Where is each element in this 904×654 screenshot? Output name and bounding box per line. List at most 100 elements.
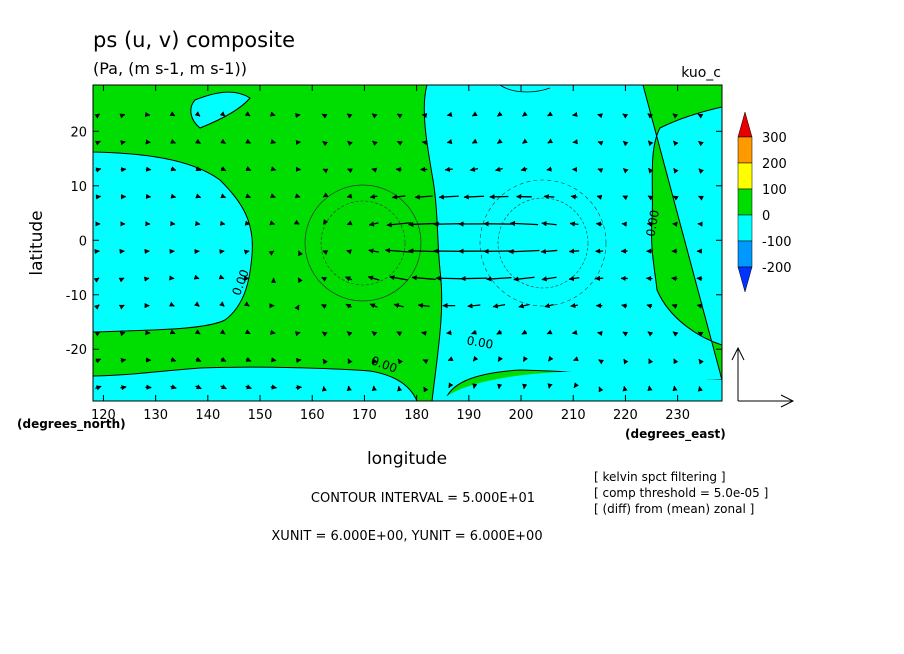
wind-vector	[421, 112, 428, 119]
wind-vector	[672, 331, 679, 337]
chart-subtitle: (Pa, (m s-1, m s-1))	[93, 59, 247, 78]
wind-vector	[368, 248, 380, 254]
wind-vector	[322, 358, 328, 365]
wind-vector	[622, 331, 629, 337]
wind-vector	[322, 168, 329, 174]
wind-vector	[269, 220, 276, 226]
wind-vector	[522, 138, 528, 144]
wind-vector	[597, 113, 603, 119]
wind-vector	[395, 167, 402, 173]
case-label: kuo_c	[681, 65, 721, 81]
x-tick-label: 220	[613, 408, 638, 423]
wind-vector	[345, 276, 353, 282]
wind-vector	[647, 140, 654, 147]
colorbar-label: 200	[762, 157, 787, 172]
wind-vector	[244, 111, 251, 117]
colorbar-label: 100	[762, 183, 787, 198]
wind-vector	[321, 113, 328, 119]
plot-frame	[92, 84, 723, 402]
wind-vector	[597, 140, 604, 146]
wind-vector	[622, 168, 629, 174]
wind-vector	[397, 358, 404, 365]
chart-title: ps (u, v) composite	[93, 28, 295, 52]
colorbar-label: -100	[762, 235, 792, 250]
wind-vector	[293, 219, 300, 225]
wind-vector	[347, 168, 353, 174]
wind-vector	[540, 248, 558, 255]
wind-vector	[596, 194, 603, 200]
high-contour-inner	[497, 197, 589, 289]
negative-patch-north	[499, 85, 551, 93]
wind-vector	[95, 385, 102, 391]
wind-vector	[245, 384, 252, 390]
wind-vector	[546, 166, 552, 172]
wind-vector	[647, 195, 654, 201]
wind-vector	[371, 330, 378, 337]
wind-vector	[396, 331, 403, 337]
wind-vector	[460, 276, 488, 282]
wind-vector	[622, 140, 629, 147]
wind-vector	[569, 221, 579, 227]
wind-vector	[245, 138, 252, 144]
y-axis-label: latitude	[27, 210, 47, 275]
y-tick-label: -20	[66, 343, 87, 358]
wind-vector	[467, 303, 481, 309]
wind-vector	[697, 331, 704, 337]
wind-vector	[170, 138, 176, 144]
wind-vector	[497, 138, 503, 144]
x-tick-label: 150	[248, 408, 273, 423]
contour-interval: CONTOUR INTERVAL = 5.000E+01	[311, 491, 535, 506]
wind-vector	[95, 167, 102, 173]
y-tick-label: 20	[70, 125, 87, 140]
wind-vector	[346, 113, 353, 119]
wind-vector	[421, 330, 427, 336]
wind-vector	[270, 193, 276, 199]
units-line: XUNIT = 6.000E+00, YUNIT = 6.000E+00	[271, 529, 542, 544]
wind-vector	[544, 303, 554, 309]
wind-vector	[595, 221, 603, 227]
wind-vector	[621, 221, 627, 227]
x-axis: 120 130 140 150 160 170 180 190 200 210 220 230	[91, 85, 690, 423]
wind-vector	[195, 138, 201, 145]
wind-vector	[471, 329, 477, 335]
wind-vector	[623, 358, 629, 365]
y-axis: -20 -10 0 10 20	[66, 125, 722, 358]
wind-vector	[417, 302, 430, 309]
wind-vector	[120, 385, 127, 391]
wind-vector	[396, 113, 403, 119]
wind-vector	[170, 356, 177, 362]
wind-vector	[508, 249, 540, 255]
wind-vector	[446, 139, 453, 145]
wind-vector	[496, 329, 503, 335]
colorbar-swatch	[737, 162, 753, 190]
wind-vector	[471, 111, 478, 117]
y-tick-label: 10	[70, 180, 87, 195]
colorbar: 300 200 100 0 -100 -200	[737, 111, 792, 293]
wind-vector	[368, 221, 379, 227]
wind-vector	[270, 329, 276, 335]
wind-vector	[94, 140, 101, 146]
wind-vector	[220, 384, 227, 390]
colorbar-bottom-arrow	[737, 266, 753, 293]
wind-vector	[672, 195, 679, 201]
wind-vector	[372, 140, 378, 147]
wind-vector	[170, 384, 177, 390]
wind-vector	[571, 329, 578, 335]
wind-vector	[120, 140, 126, 146]
wind-vector	[522, 356, 529, 362]
wind-vector	[369, 193, 378, 200]
wind-vector	[546, 329, 553, 335]
x-tick-label: 170	[352, 408, 377, 423]
colorbar-label: 0	[762, 209, 770, 224]
wind-vector	[486, 276, 512, 282]
wind-vector	[120, 358, 127, 364]
wind-vector	[698, 168, 704, 174]
wind-vector	[322, 192, 329, 198]
wind-vector	[422, 359, 429, 365]
wind-vector	[647, 113, 654, 119]
wind-vector	[384, 247, 413, 254]
wind-vector	[698, 140, 704, 147]
wind-vector	[698, 358, 704, 365]
wind-vector	[294, 193, 301, 199]
